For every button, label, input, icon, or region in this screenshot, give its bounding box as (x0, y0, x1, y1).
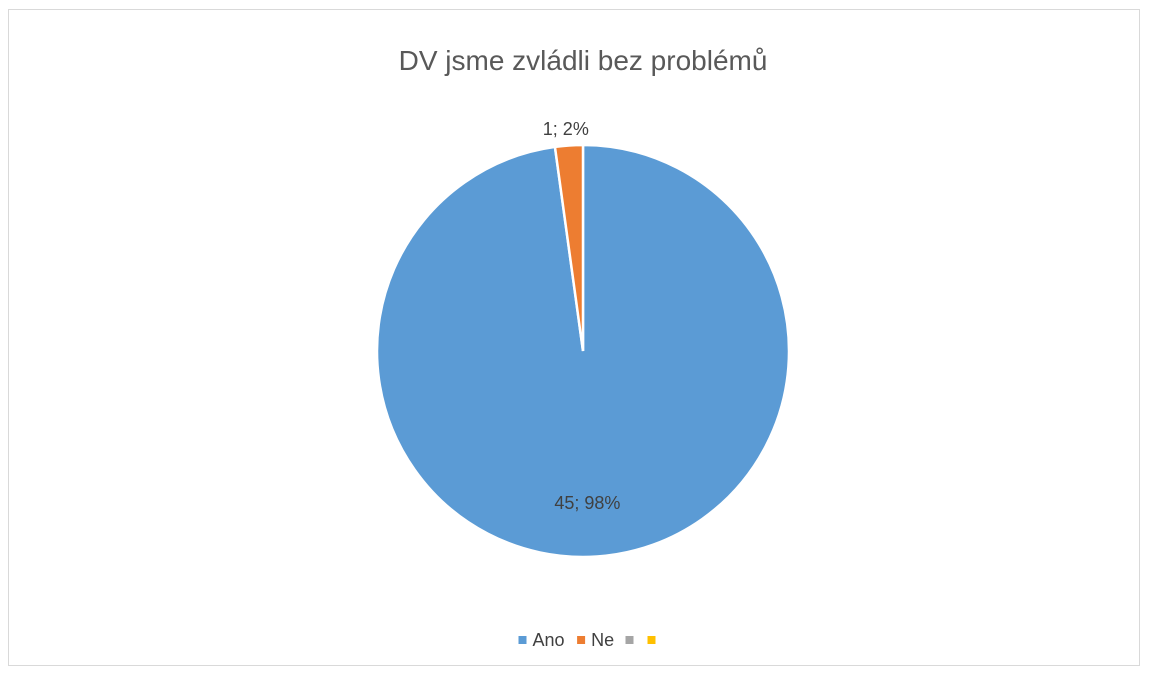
legend-swatch-ne (577, 636, 586, 644)
pie-slice-ne (553, 143, 585, 352)
legend-swatch-2 (625, 636, 634, 644)
legend-label-ano: Ano (533, 630, 565, 650)
legend-swatch-ano (518, 636, 527, 644)
data-label-ano: 45; 98% (554, 493, 620, 513)
data-label-ne: 1; 2% (543, 119, 589, 139)
legend: Ano Ne (518, 630, 656, 650)
chart-title: DV jsme zvládli bez problémů (399, 45, 768, 76)
data-labels: 45; 98% 1; 2% (543, 119, 621, 513)
legend-label-ne: Ne (591, 630, 614, 650)
legend-swatch-3 (647, 636, 656, 644)
pie-slices (375, 143, 791, 559)
